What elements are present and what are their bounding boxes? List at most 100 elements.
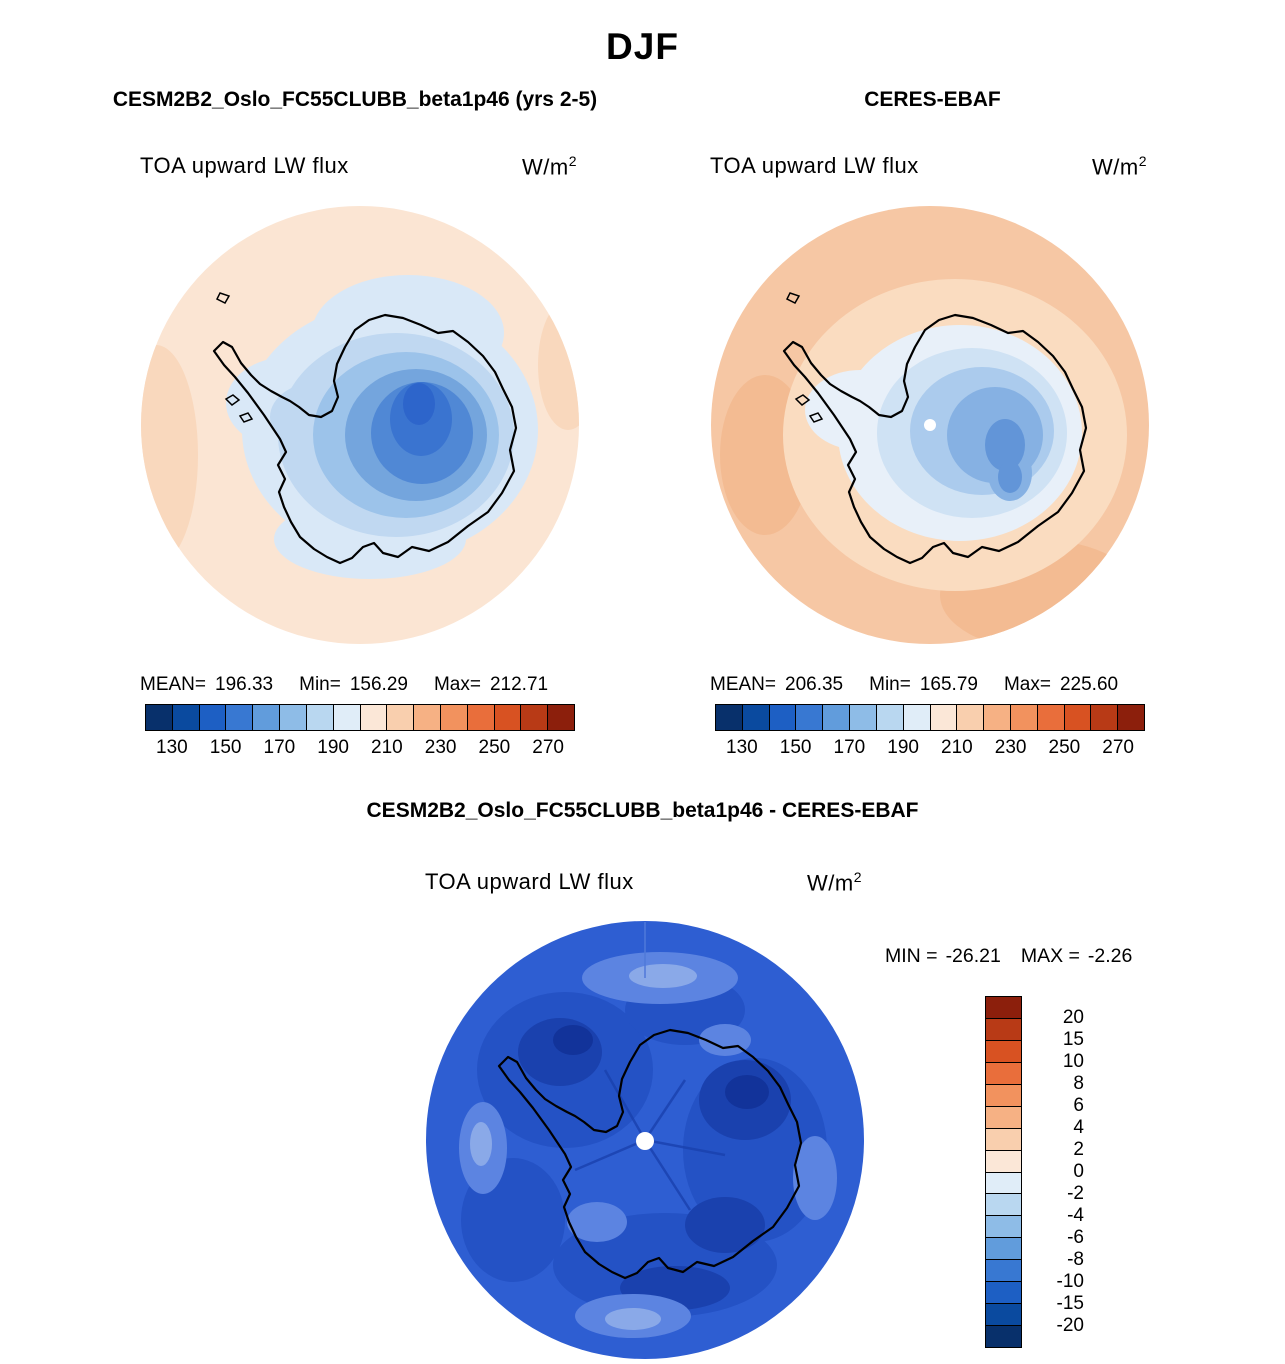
colorbar-cell — [467, 705, 495, 730]
colorbar-cell — [548, 705, 574, 730]
model-map — [141, 206, 579, 644]
colorbar-cell — [850, 705, 877, 730]
colorbar-cell — [986, 1282, 1021, 1305]
colorbar-tick-label: 8 — [1073, 1073, 1084, 1094]
stat-value: 156.29 — [349, 674, 408, 695]
pole-hole — [636, 1132, 654, 1150]
colorbar-tick-label: 10 — [1062, 1051, 1084, 1072]
colorbar-tick-label: 190 — [887, 737, 919, 758]
colorbar-cell — [796, 705, 824, 730]
colorbar-cell — [414, 705, 441, 730]
colorbar-cell — [986, 1194, 1021, 1217]
units-exponent: 2 — [853, 869, 862, 885]
units-base: W/m — [807, 870, 854, 896]
stat-value: 206.35 — [785, 674, 844, 695]
units-label: W/m2 — [522, 153, 577, 180]
units-exponent: 2 — [1138, 153, 1147, 169]
colorbar-cell — [769, 705, 797, 730]
colorbar-tick-label: 270 — [1102, 737, 1134, 758]
stat-value: 165.79 — [919, 674, 978, 695]
colorbar-tick-label: 170 — [263, 737, 296, 758]
colorbar-cell — [986, 1018, 1021, 1041]
colorbar-cell — [986, 997, 1021, 1019]
stat-value: 196.33 — [215, 674, 274, 695]
colorbar-cell — [986, 1062, 1021, 1085]
colorbar-cell — [986, 1326, 1021, 1347]
colorbar-tick-label: 130 — [726, 737, 758, 758]
colorbar-cell — [280, 705, 307, 730]
colorbar-cell — [521, 705, 549, 730]
model-field-row: TOA upward LW flux W/m2 — [140, 153, 577, 180]
colorbar-tick-label: -4 — [1067, 1205, 1084, 1226]
colorbar-tick-label: 210 — [371, 737, 403, 758]
colorbar-tick-label: -2 — [1067, 1183, 1084, 1204]
obs-colorbar-ticks: 130 150 170 190 210 230 250 270 — [715, 737, 1145, 759]
colorbar-cell — [199, 705, 227, 730]
stat-label: Max= — [433, 674, 481, 695]
colorbar-tick-label: 15 — [1062, 1029, 1084, 1050]
colorbar-cell — [984, 705, 1011, 730]
colorbar-tick-label: 250 — [478, 737, 511, 758]
pole-hole — [924, 419, 936, 431]
colorbar-cell — [986, 1128, 1021, 1151]
colorbar-cell — [360, 705, 388, 730]
colorbar-tick-label: -6 — [1067, 1227, 1084, 1248]
stat-label: Min= — [869, 674, 911, 695]
colorbar-cell — [986, 1040, 1021, 1063]
colorbar-cell — [1118, 705, 1144, 730]
colorbar-cell — [957, 705, 985, 730]
obs-panel-title: CERES-EBAF — [864, 88, 1001, 111]
colorbar-cell — [986, 1084, 1021, 1107]
obs-field-row: TOA upward LW flux W/m2 — [710, 153, 1147, 180]
colorbar-cell — [986, 1238, 1021, 1261]
colorbar-cell — [823, 705, 851, 730]
colorbar-tick-label: 210 — [941, 737, 973, 758]
island-outline — [215, 292, 231, 304]
diff-minmax: MIN = -26.21 MAX = -2.26 — [885, 945, 1132, 968]
colorbar-tick-label: 230 — [994, 737, 1027, 758]
colorbar-tick-label: 4 — [1073, 1117, 1084, 1138]
colorbar-cell — [333, 705, 361, 730]
colorbar-tick-label: -8 — [1067, 1249, 1084, 1270]
model-colorbar-ticks: 130 150 170 190 210 230 250 270 — [145, 737, 575, 759]
colorbar-cell — [387, 705, 415, 730]
colorbar-cell — [440, 705, 468, 730]
colorbar-tick-label: -10 — [1056, 1271, 1084, 1292]
diff-colorbar-ticks: 20 15 10 8 6 4 2 0 -2 -4 -6 -8 -10 -15 -20 — [1034, 1007, 1084, 1337]
min-value: -26.21 — [945, 945, 1001, 967]
colorbar-tick-label: 190 — [317, 737, 349, 758]
diff-panel-title: CESM2B2_Oslo_FC55CLUBB_beta1p46 - CERES-… — [366, 799, 919, 822]
season-title: DJF — [606, 26, 679, 67]
colorbar-cell — [986, 1150, 1021, 1173]
min-label: MIN = — [885, 945, 938, 967]
units-label: W/m2 — [807, 869, 862, 896]
units-base: W/m — [522, 154, 569, 180]
colorbar-cell — [986, 1304, 1021, 1327]
colorbar-cell — [716, 705, 743, 730]
island-outline — [785, 292, 801, 304]
model-panel-title: CESM2B2_Oslo_FC55CLUBB_beta1p46 (yrs 2-5… — [112, 88, 598, 111]
south-america-edge — [711, 346, 722, 352]
stat-label: MEAN= — [140, 674, 206, 695]
colorbar-cell — [742, 705, 770, 730]
obs-stats: MEAN= 206.35 Min= 165.79 Max= 225.60 — [710, 674, 1144, 696]
colorbar-cell — [306, 705, 334, 730]
diff-colorbar — [985, 996, 1022, 1348]
obs-map — [711, 206, 1149, 644]
colorbar-tick-label: 150 — [209, 737, 242, 758]
stat-value: 212.71 — [489, 674, 549, 695]
colorbar-cell — [986, 1172, 1021, 1195]
colorbar-tick-label: 170 — [833, 737, 866, 758]
colorbar-tick-label: -15 — [1056, 1293, 1084, 1314]
colorbar-cell — [903, 705, 931, 730]
units-base: W/m — [1092, 154, 1139, 180]
colorbar-cell — [1064, 705, 1092, 730]
colorbar-tick-label: 230 — [424, 737, 457, 758]
stat-label: MEAN= — [710, 674, 776, 695]
model-colorbar — [145, 704, 575, 731]
island-outlines — [224, 394, 254, 423]
diff-field-row: TOA upward LW flux W/m2 — [425, 869, 862, 896]
colorbar-cell — [146, 705, 173, 730]
field-label: TOA upward LW flux — [710, 153, 919, 178]
